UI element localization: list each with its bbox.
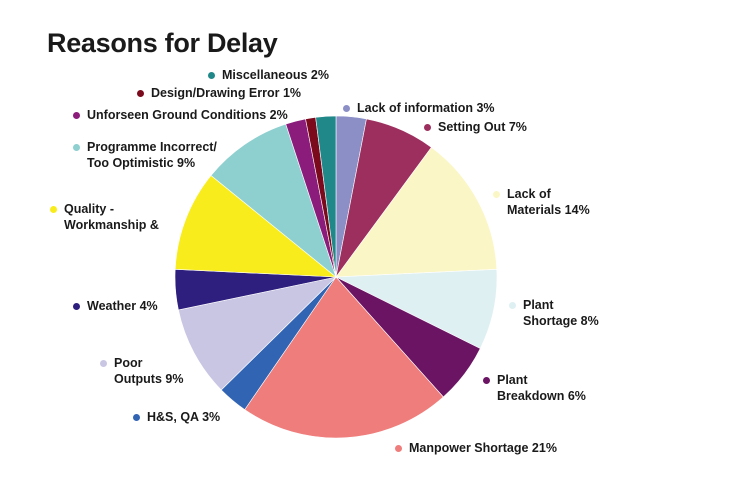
pie-slice [174,175,337,278]
legend-marker [73,144,80,151]
legend-marker [509,302,516,309]
slice-label: Lack of Materials 14% [507,187,590,217]
slice-label: Quality - Workmanship & [64,202,159,232]
legend-marker [133,414,140,421]
slice-label: Poor Outputs 9% [114,356,184,386]
legend-marker [50,206,57,213]
slice-label: Plant Shortage 8% [523,298,599,328]
legend-marker [73,303,80,310]
pie-slice [178,276,337,391]
legend-marker [343,105,350,112]
slice-label: Design/Drawing Error 1% [151,86,302,100]
slice-label: Unforseen Ground Conditions 2% [87,108,288,122]
legend-marker [100,360,107,367]
slice-label: Weather 4% [87,299,158,313]
pie-slice [315,115,337,278]
chart-title: Reasons for Delay [47,28,278,58]
pie-slice [210,123,337,278]
legend-marker [493,191,500,198]
slice-label: Miscellaneous 2% [222,68,329,82]
pie-slice [335,146,498,278]
slice-label: Plant Breakdown 6% [497,373,586,403]
legend-marker [73,112,80,119]
slice-label: Setting Out 7% [438,120,527,134]
slice-label: H&S, QA 3% [147,410,221,424]
legend-marker [424,124,431,131]
legend-marker [395,445,402,452]
pie-slice [244,276,444,439]
legend-marker [208,72,215,79]
slice-label: Programme Incorrect/ Too Optimistic 9% [87,140,217,170]
legend-marker [483,377,490,384]
slice-label: Manpower Shortage 21% [409,441,557,455]
legend-marker [137,90,144,97]
slice-label: Lack of information 3% [357,101,495,115]
